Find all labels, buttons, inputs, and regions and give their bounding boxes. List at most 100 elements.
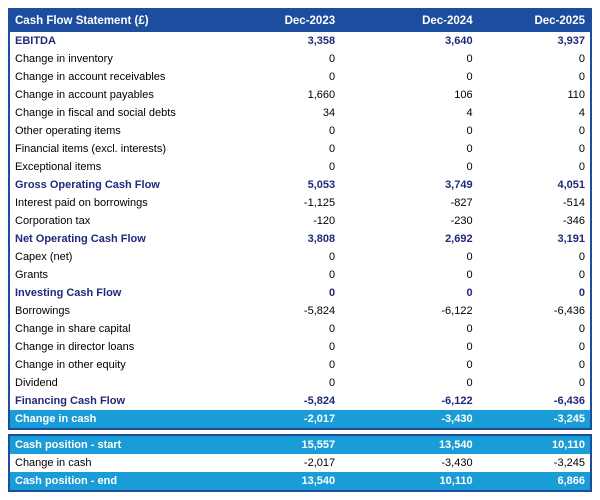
row-label: EBITDA: [15, 35, 56, 47]
cell-value: 0: [578, 143, 585, 155]
row-label: Financial items (excl. interests): [15, 143, 166, 155]
cell-value: 0: [466, 377, 473, 389]
table-row: Financing Cash Flow -5,824 -6,122 -6,436: [9, 392, 591, 410]
cell-value: 0: [466, 323, 473, 335]
cell-value: -5,824: [303, 395, 336, 407]
table-row: Net Operating Cash Flow 3,808 2,692 3,191: [9, 230, 591, 248]
header-row: Cash Flow Statement (£) Dec-2023 Dec-202…: [9, 9, 591, 32]
table-row: Gross Operating Cash Flow 5,053 3,749 4,051: [9, 176, 591, 194]
table-row: Change in account receivables 0 0 0: [9, 68, 591, 86]
table-row: Borrowings -5,824 -6,122 -6,436: [9, 302, 591, 320]
cell-value: 0: [329, 269, 336, 281]
cell-value: 3,749: [445, 179, 473, 191]
row-label: Dividend: [15, 377, 58, 389]
table-row: Other operating items 0 0 0: [9, 122, 591, 140]
column-header-dec-2023: Dec-2023: [229, 9, 341, 32]
cell-value: 0: [578, 71, 585, 83]
cell-value: 2,692: [445, 233, 473, 245]
cell-value: 0: [329, 143, 336, 155]
cell-value: -230: [450, 215, 473, 227]
cell-value: 6,866: [477, 472, 591, 491]
cell-value: 4,051: [557, 179, 585, 191]
cash-flow-table: Cash Flow Statement (£) Dec-2023 Dec-202…: [8, 8, 592, 430]
table-row: Capex (net) 0 0 0: [9, 248, 591, 266]
row-label: Change in account payables: [15, 89, 154, 101]
cell-value: 5,053: [307, 179, 336, 191]
row-label: Change in director loans: [15, 341, 135, 353]
cell-value: 0: [466, 359, 473, 371]
cell-value: 0: [329, 161, 336, 173]
row-label: Grants: [15, 269, 49, 281]
row-label: Cash position - end: [9, 472, 230, 491]
table-row: Exceptional items 0 0 0: [9, 158, 591, 176]
cell-value: 1,660: [307, 89, 336, 101]
cell-value: -2,017: [303, 457, 336, 469]
table-row: Corporation tax -120 -230 -346: [9, 212, 591, 230]
row-label: Change in other equity: [15, 359, 126, 371]
cell-value: 0: [578, 359, 585, 371]
cell-value: 106: [454, 89, 473, 101]
table-row: Change in inventory 0 0 0: [9, 50, 591, 68]
cell-value: -514: [562, 197, 585, 209]
cell-value: 0: [578, 161, 585, 173]
cell-value: 0: [578, 53, 585, 65]
row-label: Change in inventory: [15, 53, 113, 65]
cell-value: 0: [466, 269, 473, 281]
cell-value: -5,824: [303, 305, 336, 317]
cell-value: -120: [313, 215, 336, 227]
table-row: EBITDA 3,358 3,640 3,937: [9, 32, 591, 50]
cell-value: 3,937: [557, 35, 585, 47]
row-label: Change in cash: [9, 410, 230, 429]
table-row: Cash position - start 15,557 13,540 10,110: [9, 435, 591, 454]
table-row: Change in cash -2,017 -3,430 -3,245: [9, 454, 591, 472]
table-title: Cash Flow Statement (£): [9, 9, 230, 32]
row-label: Financing Cash Flow: [15, 395, 126, 407]
cell-value: 0: [329, 287, 336, 299]
cell-value: -6,436: [553, 395, 585, 407]
cell-value: 0: [329, 359, 336, 371]
cell-value: 34: [322, 107, 336, 119]
table-row: Investing Cash Flow 0 0 0: [9, 284, 591, 302]
table-row: Change in fiscal and social debts 34 4 4: [9, 104, 591, 122]
cash-position-table: Cash position - start 15,557 13,540 10,110 C…: [8, 434, 592, 492]
column-header-dec-2025: Dec-2025: [477, 9, 591, 32]
row-label: Borrowings: [15, 305, 71, 317]
cell-value: -2,017: [229, 410, 341, 429]
cell-value: 13,540: [229, 472, 341, 491]
table-row: Cash position - end 13,540 10,110 6,866: [9, 472, 591, 491]
cell-value: -3,245: [477, 410, 591, 429]
row-label: Change in cash: [15, 457, 92, 469]
table-row: Financial items (excl. interests) 0 0 0: [9, 140, 591, 158]
cell-value: 0: [329, 377, 336, 389]
cell-value: -6,122: [441, 305, 473, 317]
cell-value: 0: [578, 251, 585, 263]
table-row: Change in share capital 0 0 0: [9, 320, 591, 338]
cell-value: 10,110: [477, 435, 591, 454]
table-row: Dividend 0 0 0: [9, 374, 591, 392]
cell-value: 0: [578, 125, 585, 137]
cell-value: 0: [466, 341, 473, 353]
table-row: Change in director loans 0 0 0: [9, 338, 591, 356]
cell-value: 0: [578, 323, 585, 335]
cell-value: -1,125: [303, 197, 336, 209]
table-row: Change in account payables 1,660 106 110: [9, 86, 591, 104]
cell-value: 0: [466, 71, 473, 83]
cell-value: -3,430: [340, 410, 478, 429]
cell-value: 0: [578, 269, 585, 281]
cell-value: 0: [578, 287, 585, 299]
table-row: Interest paid on borrowings -1,125 -827 -51…: [9, 194, 591, 212]
cell-value: 4: [466, 107, 473, 119]
row-label: Interest paid on borrowings: [15, 197, 148, 209]
row-label: Exceptional items: [15, 161, 102, 173]
row-label: Change in share capital: [15, 323, 131, 335]
cell-value: 0: [329, 323, 336, 335]
cell-value: 0: [466, 161, 473, 173]
column-header-dec-2024: Dec-2024: [340, 9, 478, 32]
cell-value: -346: [562, 215, 585, 227]
cell-value: -6,436: [553, 305, 585, 317]
cell-value: 0: [578, 377, 585, 389]
row-label: Change in fiscal and social debts: [15, 107, 176, 119]
row-label: Capex (net): [15, 251, 73, 263]
cell-value: 3,191: [557, 233, 585, 245]
